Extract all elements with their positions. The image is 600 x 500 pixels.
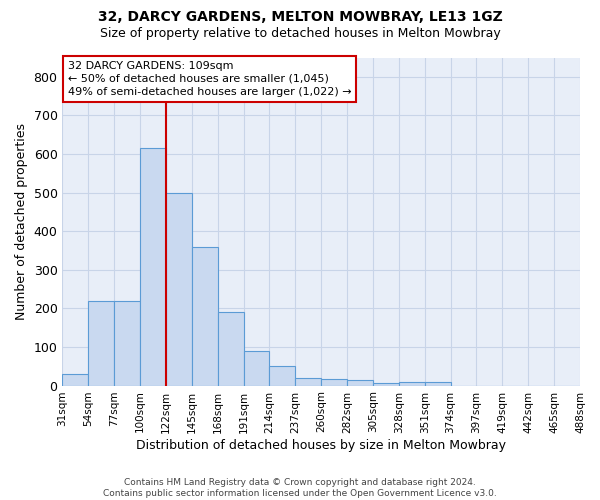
Bar [373, 383, 399, 386]
Bar [218, 312, 244, 386]
Text: Size of property relative to detached houses in Melton Mowbray: Size of property relative to detached ho… [100, 28, 500, 40]
Bar [269, 366, 295, 386]
X-axis label: Distribution of detached houses by size in Melton Mowbray: Distribution of detached houses by size … [136, 440, 506, 452]
Text: Contains HM Land Registry data © Crown copyright and database right 2024.
Contai: Contains HM Land Registry data © Crown c… [103, 478, 497, 498]
Bar [321, 378, 347, 386]
Bar [140, 148, 166, 386]
Bar [192, 246, 218, 386]
Bar [166, 192, 192, 386]
Text: 32 DARCY GARDENS: 109sqm
← 50% of detached houses are smaller (1,045)
49% of sem: 32 DARCY GARDENS: 109sqm ← 50% of detach… [68, 61, 351, 97]
Bar [399, 382, 425, 386]
Bar [244, 351, 269, 386]
Bar [114, 300, 140, 386]
Bar [347, 380, 373, 386]
Bar [295, 378, 321, 386]
Bar [62, 374, 88, 386]
Text: 32, DARCY GARDENS, MELTON MOWBRAY, LE13 1GZ: 32, DARCY GARDENS, MELTON MOWBRAY, LE13 … [98, 10, 502, 24]
Bar [88, 300, 114, 386]
Y-axis label: Number of detached properties: Number of detached properties [15, 123, 28, 320]
Bar [425, 382, 451, 386]
